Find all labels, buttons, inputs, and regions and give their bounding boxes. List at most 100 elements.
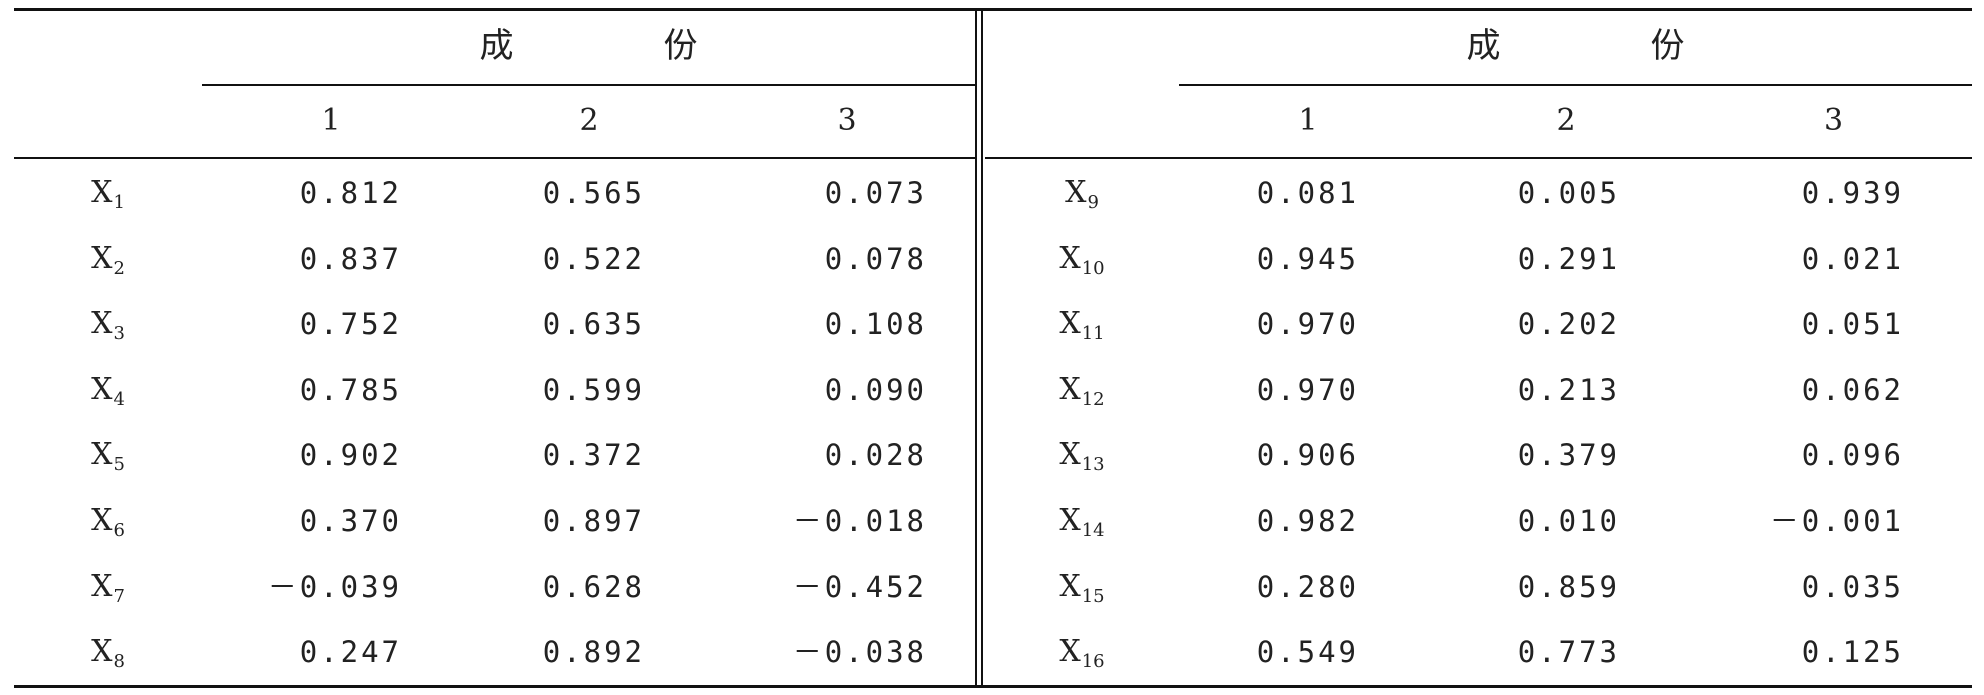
table-cell-value: 0.939: [1801, 176, 1904, 210]
table-cell-value: 0.635: [542, 307, 645, 342]
right-group-header: 成份: [1466, 26, 1835, 66]
variable-name: X: [1059, 437, 1081, 473]
variable-subscript: 10: [1081, 257, 1105, 279]
variable-subscript: 2: [113, 257, 125, 279]
variable-subscript: 9: [1087, 192, 1099, 213]
table-cell-value: 0.073: [824, 176, 927, 210]
variable-subscript: 3: [113, 323, 125, 345]
right-subheader-rule: [1179, 84, 1972, 86]
variable-subscript: 6: [113, 520, 125, 541]
variable-subscript: 13: [1081, 454, 1105, 476]
variable-name: X: [1059, 371, 1081, 407]
variable-subscript: 15: [1081, 585, 1105, 607]
variable-subscript: 12: [1081, 388, 1105, 410]
table-cell-value: 0.202: [1517, 307, 1620, 342]
row-variable-label: X7: [14, 554, 202, 620]
table-cell-value: 0.247: [299, 635, 402, 670]
variable-name: X: [91, 240, 113, 276]
table-cell-value: 0.892: [542, 635, 645, 670]
row-variable-label: X5: [14, 422, 202, 488]
row-variable-label: X15: [985, 554, 1179, 620]
divider-line-a: [975, 8, 977, 688]
variable-subscript: 5: [113, 454, 125, 476]
table-cell-value: 0.812: [299, 176, 402, 210]
row-variable-label: X4: [14, 357, 202, 423]
table-cell-value: 0.010: [1517, 504, 1620, 538]
row-variable-label: X1: [14, 160, 202, 226]
table-cell-value: 0.945: [1256, 241, 1359, 276]
variable-subscript: 4: [113, 388, 125, 410]
table-cell-value: 0.280: [1256, 569, 1359, 604]
variable-name: X: [91, 568, 113, 604]
table-cell-value: 0.379: [1517, 438, 1620, 473]
table-cell-value: 0.051: [1801, 307, 1904, 342]
table-cell-value: 0.859: [1517, 569, 1620, 604]
row-variable-label: X14: [985, 488, 1179, 554]
row-variable-label: X11: [985, 291, 1179, 357]
divider-line-b: [981, 8, 983, 688]
left-subheader-rule: [202, 84, 975, 86]
left-col-1-header: 1: [321, 103, 341, 138]
table-cell-value: －0.001: [1769, 504, 1904, 538]
table-cell-value: －0.018: [792, 504, 927, 538]
variable-name: X: [1059, 306, 1081, 342]
table-cell-value: 0.785: [299, 372, 402, 407]
table-cell-value: 0.970: [1256, 372, 1359, 407]
variable-name: X: [1059, 568, 1081, 604]
row-variable-label: X16: [985, 619, 1179, 685]
table-cell-value: 0.005: [1517, 176, 1620, 210]
variable-name: X: [1065, 175, 1087, 210]
table-cell-value: 0.291: [1517, 241, 1620, 276]
table-cell-value: －0.039: [267, 569, 402, 604]
variable-subscript: 8: [113, 651, 125, 673]
variable-name: X: [91, 371, 113, 407]
table-cell-value: 0.522: [542, 241, 645, 276]
table-cell-value: 0.897: [542, 504, 645, 538]
table-cell-value: 0.021: [1801, 241, 1904, 276]
variable-subscript: 1: [113, 192, 125, 213]
bottom-rule: [14, 685, 1972, 688]
variable-name: X: [91, 175, 113, 210]
table-cell-value: 0.096: [1801, 438, 1904, 473]
table-cell-value: －0.452: [792, 569, 927, 604]
row-variable-label: X2: [14, 226, 202, 292]
table-cell-value: 0.035: [1801, 569, 1904, 604]
row-variable-label: X8: [14, 619, 202, 685]
variable-name: X: [91, 306, 113, 342]
variable-name: X: [91, 634, 113, 670]
table-cell-value: 0.970: [1256, 307, 1359, 342]
row-variable-label: X9: [985, 160, 1179, 226]
table-cell-value: 0.906: [1256, 438, 1359, 473]
table-cell-value: 0.028: [824, 438, 927, 473]
table-cell-value: 0.599: [542, 372, 645, 407]
variable-name: X: [91, 503, 113, 538]
variable-name: X: [1059, 503, 1081, 538]
variable-subscript: 14: [1081, 520, 1105, 541]
left-col-2-header: 2: [579, 103, 599, 138]
right-col-2-header: 2: [1556, 103, 1576, 138]
row-variable-label: X6: [14, 488, 202, 554]
table-cell-value: 0.370: [299, 504, 402, 538]
table-cell-value: 0.372: [542, 438, 645, 473]
right-col-1-header: 1: [1298, 103, 1318, 138]
table-cell-value: 0.078: [824, 241, 927, 276]
variable-name: X: [91, 437, 113, 473]
table-cell-value: 0.752: [299, 307, 402, 342]
left-header-bottom-rule: [14, 157, 975, 159]
right-header-bottom-rule: [985, 157, 1972, 159]
top-rule: [14, 8, 1972, 11]
row-variable-label: X3: [14, 291, 202, 357]
table-cell-value: 0.565: [542, 176, 645, 210]
table-cell-value: 0.108: [824, 307, 927, 342]
row-variable-label: X13: [985, 422, 1179, 488]
variable-subscript: 16: [1081, 651, 1105, 673]
table-cell-value: 0.062: [1801, 372, 1904, 407]
row-variable-label: X10: [985, 226, 1179, 292]
left-col-3-header: 3: [837, 103, 857, 138]
table-cell-value: －0.038: [792, 635, 927, 670]
variable-subscript: 11: [1081, 323, 1105, 345]
table-cell-value: 0.628: [542, 569, 645, 604]
variable-subscript: 7: [113, 585, 125, 607]
left-group-header: 成份: [479, 26, 848, 66]
right-col-3-header: 3: [1823, 103, 1844, 138]
